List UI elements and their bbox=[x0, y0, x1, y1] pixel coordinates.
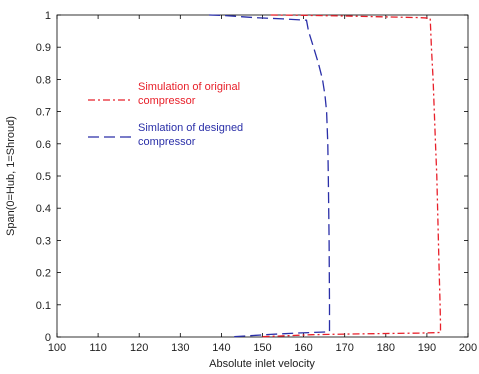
plot-area bbox=[56, 14, 469, 338]
x-tick-label: 100 bbox=[48, 342, 66, 354]
series-line-2 bbox=[209, 14, 331, 338]
legend-label-1: Simulation of original compressor bbox=[138, 81, 240, 107]
x-tick-label: 140 bbox=[212, 342, 230, 354]
x-axis-ticks: 100 110 120 130 140 150 160 170 180 190 200 bbox=[48, 15, 477, 354]
y-tick-label: 0.4 bbox=[36, 203, 51, 215]
y-tick-label: 0.3 bbox=[36, 235, 51, 247]
y-tick-label: 0.1 bbox=[36, 300, 51, 312]
x-tick-label: 200 bbox=[459, 342, 477, 354]
y-tick-label: 0.6 bbox=[36, 139, 51, 151]
y-tick-label: 0.2 bbox=[36, 268, 51, 280]
y-tick-label: 0.8 bbox=[36, 74, 51, 86]
series-line-1 bbox=[262, 14, 442, 338]
x-tick-label: 110 bbox=[89, 342, 107, 354]
y-tick-label: 0.9 bbox=[36, 42, 51, 54]
x-tick-label: 170 bbox=[336, 342, 354, 354]
x-tick-label: 190 bbox=[418, 342, 436, 354]
x-tick-label: 180 bbox=[377, 342, 395, 354]
x-tick-label: 160 bbox=[294, 342, 312, 354]
y-tick-label: 0.7 bbox=[36, 107, 51, 119]
legend: Simulation of original compressor Simlatio… bbox=[88, 81, 243, 148]
y-tick-label: 1 bbox=[45, 10, 51, 22]
y-axis-label: Span(0=Hub, 1=Shroud) bbox=[5, 116, 17, 236]
x-tick-label: 130 bbox=[171, 342, 189, 354]
series-layer bbox=[209, 14, 442, 338]
x-tick-label: 120 bbox=[130, 342, 148, 354]
x-tick-label: 150 bbox=[253, 342, 271, 354]
legend-label-2: Simlation of designed compressor bbox=[138, 122, 243, 148]
y-axis-ticks: 0 0.1 0.2 0.3 0.4 0.5 0.6 0.7 0.8 0.9 1 bbox=[36, 10, 468, 344]
y-tick-label: 0.5 bbox=[36, 171, 51, 183]
y-tick-label: 0 bbox=[45, 332, 51, 344]
x-axis-label: Absolute inlet velocity bbox=[209, 358, 315, 370]
